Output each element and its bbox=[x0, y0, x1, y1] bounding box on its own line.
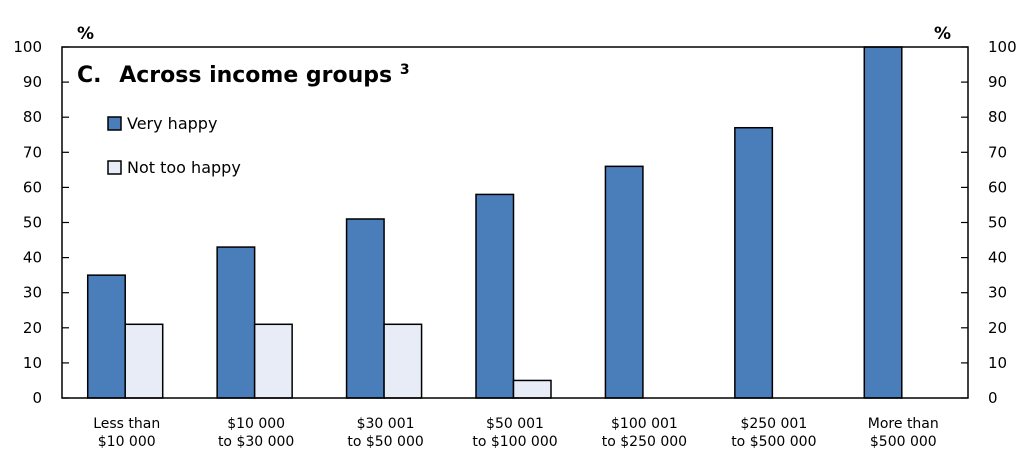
y-tick-label-left: 90 bbox=[23, 73, 42, 91]
x-category-label: to $30 000 bbox=[218, 434, 294, 450]
legend-swatch bbox=[107, 116, 122, 131]
x-axis-categories: Less than $10 000 $10 000 to $30 000 $30 001… bbox=[93, 416, 939, 450]
chart-title: C. Across income groups 3 bbox=[77, 62, 410, 88]
y-tick-label-left: 40 bbox=[23, 249, 42, 267]
bar-very-happy bbox=[86, 274, 126, 399]
bar-very-happy bbox=[734, 126, 774, 399]
x-category-label: to $250 000 bbox=[602, 434, 687, 450]
x-category-label: $10 000 bbox=[98, 434, 156, 450]
x-category-label: to $100 000 bbox=[472, 434, 557, 450]
plot-frame bbox=[61, 46, 969, 399]
y-tick-label-right: 80 bbox=[988, 108, 1007, 126]
x-category-label: $500 000 bbox=[870, 434, 937, 450]
bar-very-happy bbox=[345, 218, 385, 399]
y-tick-label-right: 10 bbox=[988, 354, 1007, 372]
title-footnote: 3 bbox=[400, 62, 410, 78]
x-category-label: $50 001 bbox=[486, 416, 544, 432]
y-tick-label-right: 60 bbox=[988, 178, 1007, 196]
bar-very-happy bbox=[604, 165, 644, 399]
legend-swatch bbox=[107, 160, 122, 175]
y-unit-right: % bbox=[934, 24, 951, 44]
bar-very-happy bbox=[475, 193, 515, 399]
y-axis-right: 0 10 20 30 40 50 60 70 80 90 100 bbox=[961, 38, 1017, 407]
title-text: Across income groups bbox=[119, 63, 392, 88]
x-category-label: to $50 000 bbox=[347, 434, 423, 450]
y-tick-label-left: 0 bbox=[32, 389, 42, 407]
panel-label: C. bbox=[77, 63, 102, 88]
y-tick-label-right: 50 bbox=[988, 214, 1007, 232]
y-tick-label-left: 20 bbox=[23, 319, 42, 337]
y-tick-label-left: 80 bbox=[23, 108, 42, 126]
legend-label: Not too happy bbox=[127, 158, 241, 177]
x-category-label: Less than bbox=[93, 416, 160, 432]
y-tick-label-left: 100 bbox=[13, 38, 42, 56]
x-category-label: to $500 000 bbox=[731, 434, 816, 450]
y-axis-left: 0 10 20 30 40 50 60 70 80 90 100 bbox=[13, 38, 69, 407]
y-unit-left: % bbox=[77, 24, 94, 44]
x-category-label: $30 001 bbox=[357, 416, 415, 432]
y-tick-label-right: 90 bbox=[988, 73, 1007, 91]
x-category-label: More than bbox=[868, 416, 939, 432]
bar-very-happy bbox=[863, 46, 903, 399]
x-category-label: $100 001 bbox=[611, 416, 678, 432]
y-tick-label-right: 20 bbox=[988, 319, 1007, 337]
y-tick-label-left: 70 bbox=[23, 143, 42, 161]
y-tick-label-left: 60 bbox=[23, 178, 42, 196]
bar-not-too-happy bbox=[383, 323, 423, 399]
x-category-label: $10 000 bbox=[227, 416, 285, 432]
bar-not-too-happy bbox=[512, 379, 552, 399]
legend-label: Very happy bbox=[127, 114, 217, 133]
y-tick-label-right: 30 bbox=[988, 284, 1007, 302]
y-tick-label-left: 50 bbox=[23, 214, 42, 232]
bar-not-too-happy bbox=[253, 323, 293, 399]
y-tick-label-right: 100 bbox=[988, 38, 1017, 56]
legend: Very happy Not too happy bbox=[107, 114, 241, 177]
y-tick-label-right: 0 bbox=[988, 389, 998, 407]
x-category-label: $250 001 bbox=[740, 416, 807, 432]
y-tick-label-right: 40 bbox=[988, 249, 1007, 267]
y-tick-label-right: 70 bbox=[988, 143, 1007, 161]
bar-very-happy bbox=[216, 246, 256, 399]
y-tick-label-left: 30 bbox=[23, 284, 42, 302]
bar-not-too-happy bbox=[124, 323, 164, 399]
bars-layer bbox=[86, 46, 903, 399]
y-tick-label-left: 10 bbox=[23, 354, 42, 372]
